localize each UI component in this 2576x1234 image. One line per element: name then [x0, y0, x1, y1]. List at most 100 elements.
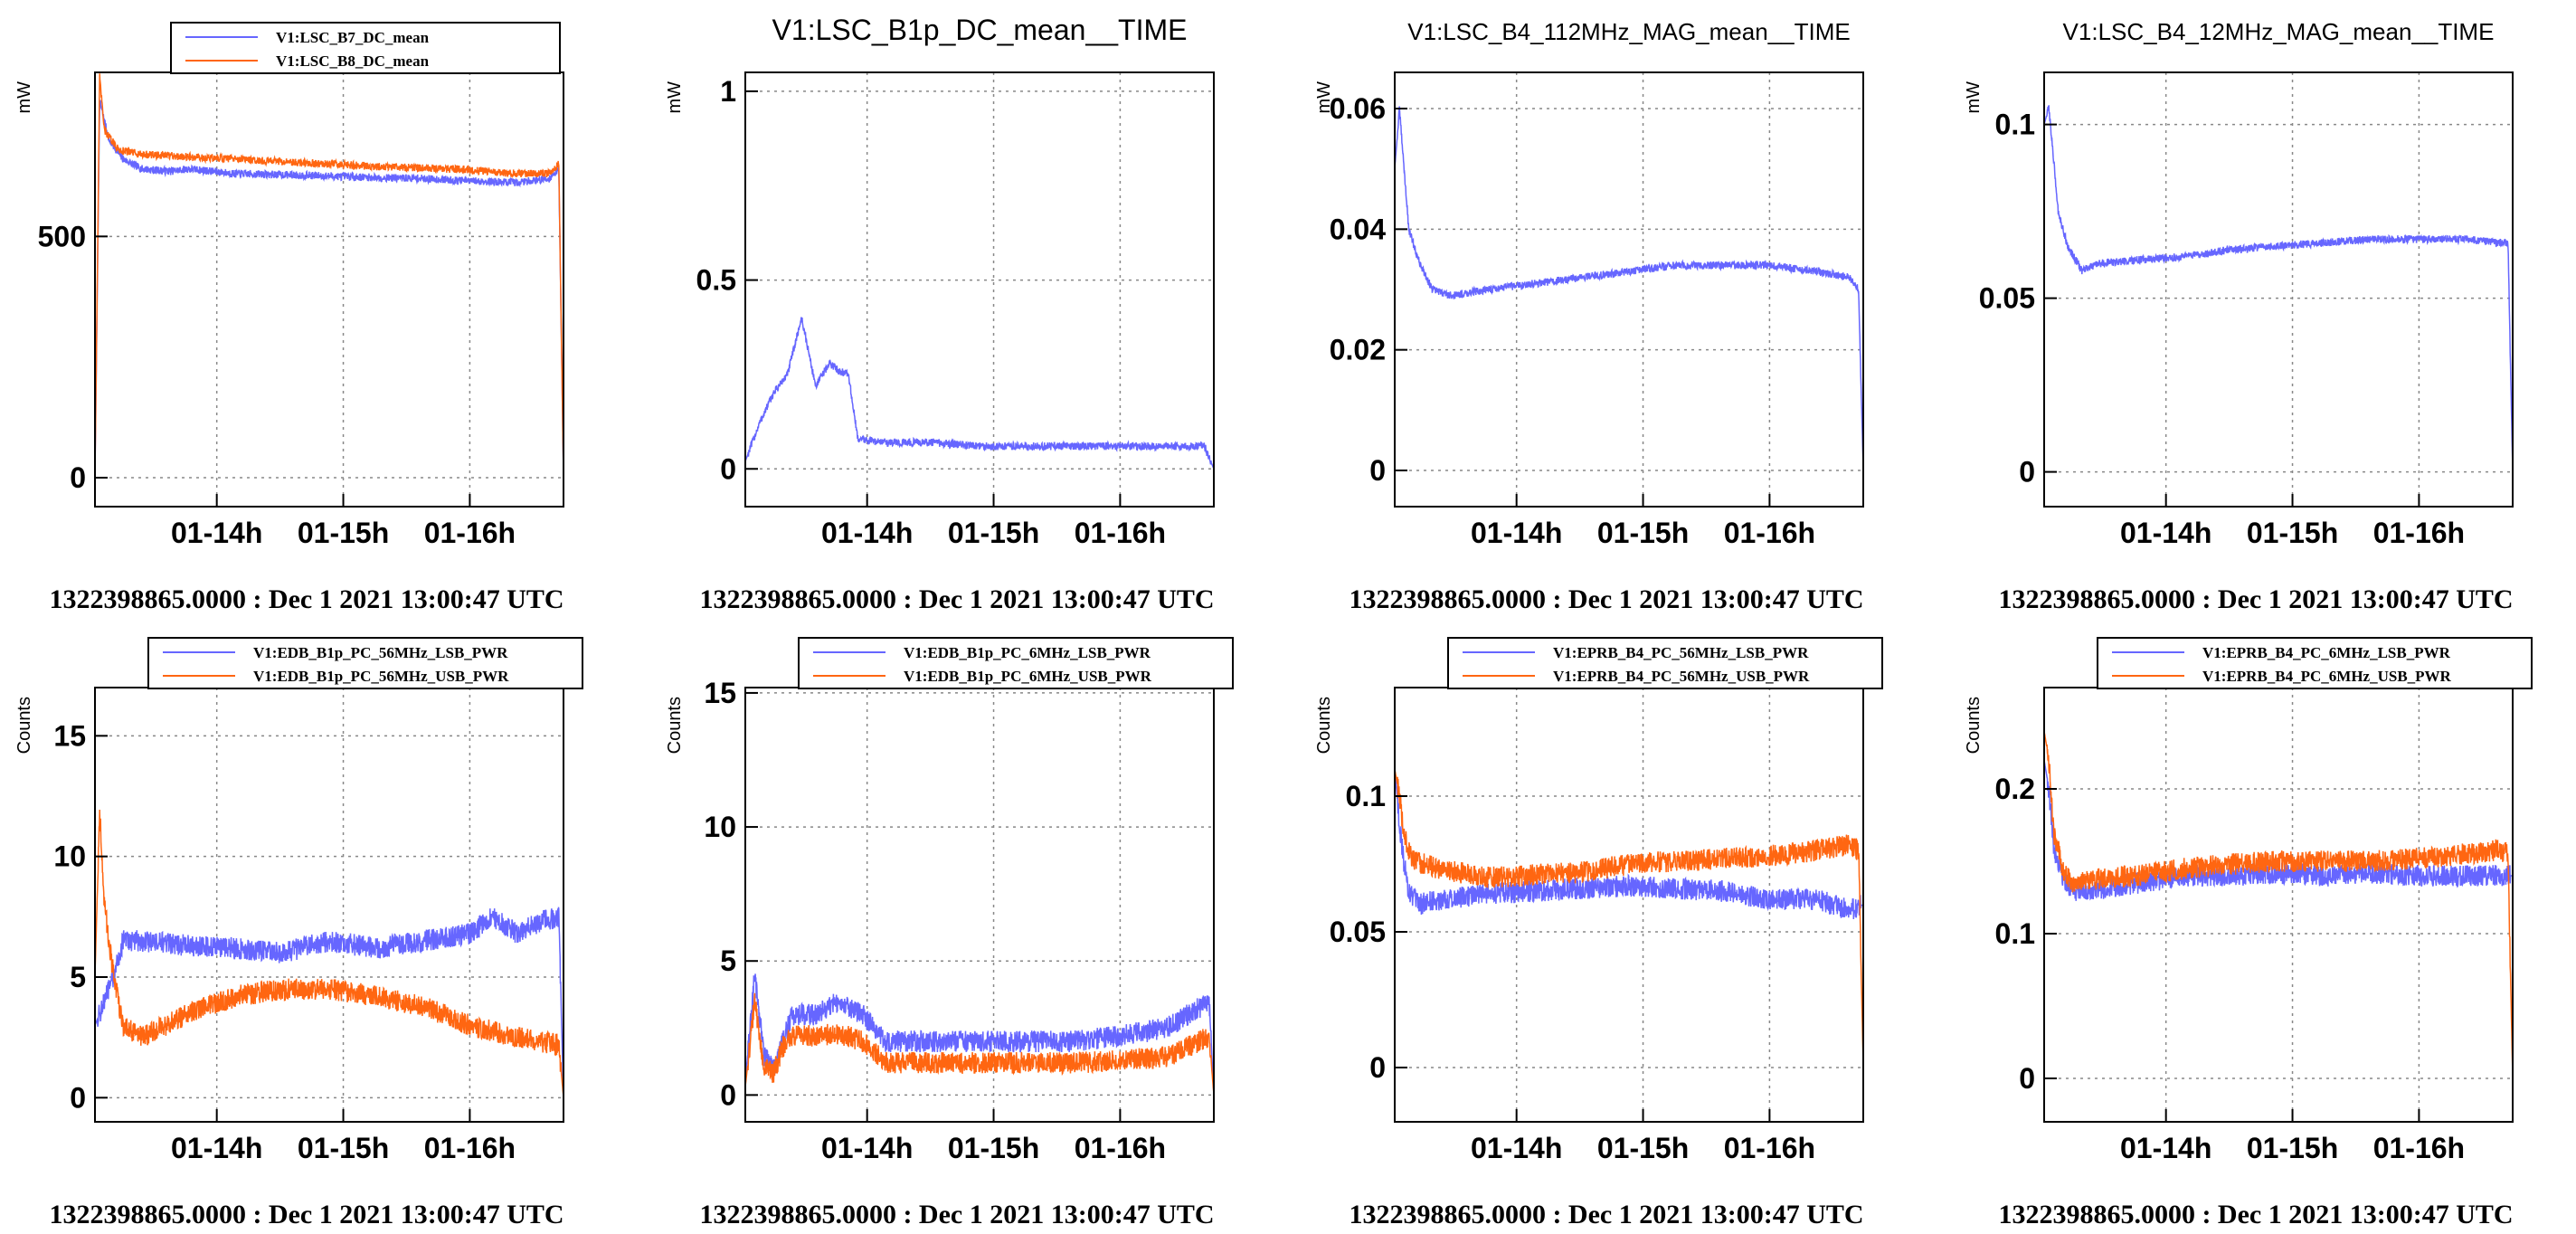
- legend-box: [798, 637, 1234, 689]
- footer-timestamp: 1322398865.0000 : Dec 1 2021 13:00:47 UT…: [49, 584, 564, 614]
- y-tick-label: 500: [38, 220, 86, 252]
- legend-box: [170, 22, 561, 74]
- legend: V1:EDB_B1p_PC_56MHz_LSB_PWR V1:EDB_B1p_PC…: [147, 637, 583, 689]
- x-tick-label: 01-16h: [1724, 517, 1815, 549]
- y-tick-label: 5: [70, 961, 86, 993]
- y-tick-label: 0.04: [1330, 213, 1386, 245]
- y-tick-label: 0: [1369, 454, 1386, 487]
- legend: V1:EPRB_B4_PC_6MHz_LSB_PWR V1:EPRB_B4_PC_…: [2097, 637, 2533, 689]
- chart-title: V1:LSC_B4_12MHz_MAG_mean__TIME: [2063, 18, 2495, 45]
- y-axis-label: mW: [1964, 81, 1984, 114]
- legend-label-1: V1:EPRB_B4_PC_6MHz_LSB_PWR: [2202, 644, 2451, 661]
- chart-panel-8: 0 0.1 0.2 01-14h 01-15h 01-16h Counts 132239886…: [1964, 637, 2533, 1229]
- chart-panel-6: 0 5 10 15 01-14h 01-15h 01-16h Counts 1322398865…: [665, 637, 1234, 1229]
- legend-label-2: V1:EDB_B1p_PC_56MHz_USB_PWR: [253, 668, 509, 685]
- footer-timestamp: 1322398865.0000 : Dec 1 2021 13:00:47 UT…: [1349, 1200, 1863, 1229]
- footer-timestamp: 1322398865.0000 : Dec 1 2021 13:00:47 UT…: [699, 1200, 1214, 1229]
- y-tick-label: 0.02: [1330, 334, 1386, 366]
- y-tick-label: 0.1: [1995, 109, 2035, 141]
- plot-frame: [94, 687, 564, 1123]
- plot-frame: [94, 71, 564, 508]
- chart-panel-4: V1:LSC_B4_12MHz_MAG_mean__TIME 0 0.05 0.1 01…: [1964, 18, 2514, 614]
- y-tick-label: 10: [704, 811, 736, 843]
- series-line-1: [94, 907, 564, 1098]
- x-tick-label: 01-14h: [1471, 1132, 1562, 1164]
- y-tick-label: 0.1: [1346, 780, 1386, 812]
- series-line-2: [1394, 768, 1864, 1068]
- series-line-1: [94, 100, 564, 479]
- x-tick-label: 01-15h: [1597, 517, 1689, 549]
- legend-box: [2097, 637, 2533, 689]
- legend-label-2: V1:LSC_B8_DC_mean: [276, 52, 430, 70]
- y-axis-label: mW: [14, 81, 34, 114]
- x-tick-label: 01-15h: [2247, 517, 2338, 549]
- x-tick-label: 01-15h: [298, 517, 389, 549]
- y-tick-label: 0: [70, 461, 86, 494]
- x-tick-label: 01-15h: [298, 1132, 389, 1164]
- x-tick-label: 01-15h: [1597, 1132, 1689, 1164]
- series-line-1: [744, 317, 1215, 470]
- plot-frame: [2043, 687, 2514, 1123]
- series-line-1: [744, 973, 1215, 1096]
- legend-label-1: V1:LSC_B7_DC_mean: [276, 29, 430, 46]
- y-tick-label: 1: [720, 75, 736, 108]
- chart-panel-2: V1:LSC_B1p_DC_mean__TIME 0 0.5 1 01-14h 01-15…: [665, 14, 1215, 614]
- x-tick-label: 01-16h: [1075, 1132, 1166, 1164]
- series-line-1: [2043, 759, 2513, 901]
- series-line-1: [2043, 105, 2514, 472]
- series-line-2: [94, 73, 564, 479]
- x-tick-label: 01-14h: [171, 517, 262, 549]
- series-line-1: [1394, 106, 1864, 471]
- y-tick-label: 0.06: [1330, 92, 1386, 125]
- chart-panel-3: V1:LSC_B4_112MHz_MAG_mean__TIME 0 0.02 0.04…: [1314, 18, 1864, 614]
- legend: V1:EPRB_B4_PC_56MHz_LSB_PWR V1:EPRB_B4_PC…: [1447, 637, 1883, 689]
- footer-timestamp: 1322398865.0000 : Dec 1 2021 13:00:47 UT…: [699, 584, 1214, 614]
- legend-label-2: V1:EDB_B1p_PC_6MHz_USB_PWR: [904, 668, 1152, 685]
- y-tick-label: 10: [53, 840, 86, 873]
- series-line-2: [94, 809, 564, 1098]
- series-line-1: [1394, 768, 1864, 920]
- legend-box: [1447, 637, 1883, 689]
- chart-panel-1: 0 500 01-14h 01-15h 01-16h mW 1322398865.0000 …: [14, 22, 564, 614]
- legend-label-1: V1:EDB_B1p_PC_6MHz_LSB_PWR: [904, 644, 1151, 661]
- x-tick-label: 01-16h: [2373, 517, 2465, 549]
- legend-label-1: V1:EPRB_B4_PC_56MHz_LSB_PWR: [1553, 644, 1809, 661]
- y-tick-label: 5: [720, 944, 736, 977]
- y-tick-label: 0: [2019, 1062, 2035, 1095]
- y-axis-label: Counts: [14, 697, 34, 754]
- legend: V1:EDB_B1p_PC_6MHz_LSB_PWR V1:EDB_B1p_PC_…: [798, 637, 1234, 689]
- y-tick-label: 0: [70, 1081, 86, 1114]
- chart-panel-5: 0 5 10 15 01-14h 01-15h 01-16h Counts 1322398865…: [14, 637, 583, 1229]
- y-axis-label: mW: [665, 81, 685, 114]
- y-axis-label: Counts: [1314, 697, 1334, 754]
- x-tick-label: 01-14h: [821, 1132, 913, 1164]
- plot-frame: [744, 71, 1215, 508]
- chart-title: V1:LSC_B1p_DC_mean__TIME: [772, 14, 1188, 46]
- x-tick-label: 01-14h: [2120, 517, 2211, 549]
- x-tick-label: 01-15h: [948, 517, 1039, 549]
- y-tick-label: 0.1: [1995, 917, 2035, 950]
- y-tick-label: 15: [704, 677, 736, 709]
- x-tick-label: 01-14h: [821, 517, 913, 549]
- series-line-2: [744, 992, 1215, 1096]
- x-tick-label: 01-16h: [424, 1132, 516, 1164]
- legend-box: [147, 637, 583, 689]
- y-tick-label: 0.05: [1979, 282, 2035, 315]
- y-axis-label: mW: [1314, 81, 1334, 114]
- y-tick-label: 0: [2019, 456, 2035, 489]
- legend: V1:LSC_B7_DC_mean V1:LSC_B8_DC_mean: [170, 22, 561, 74]
- x-tick-label: 01-14h: [1471, 517, 1562, 549]
- y-axis-label: Counts: [665, 697, 685, 754]
- x-tick-label: 01-16h: [1075, 517, 1166, 549]
- plot-frame: [1394, 71, 1864, 508]
- x-tick-label: 01-15h: [948, 1132, 1039, 1164]
- x-tick-label: 01-14h: [171, 1132, 262, 1164]
- footer-timestamp: 1322398865.0000 : Dec 1 2021 13:00:47 UT…: [1349, 584, 1863, 614]
- plot-frame: [2043, 71, 2514, 508]
- series-line-2: [2043, 730, 2514, 1079]
- x-tick-label: 01-16h: [424, 517, 516, 549]
- y-tick-label: 0.2: [1995, 773, 2035, 805]
- chart-title: V1:LSC_B4_112MHz_MAG_mean__TIME: [1407, 18, 1850, 45]
- y-axis-label: Counts: [1964, 697, 1984, 754]
